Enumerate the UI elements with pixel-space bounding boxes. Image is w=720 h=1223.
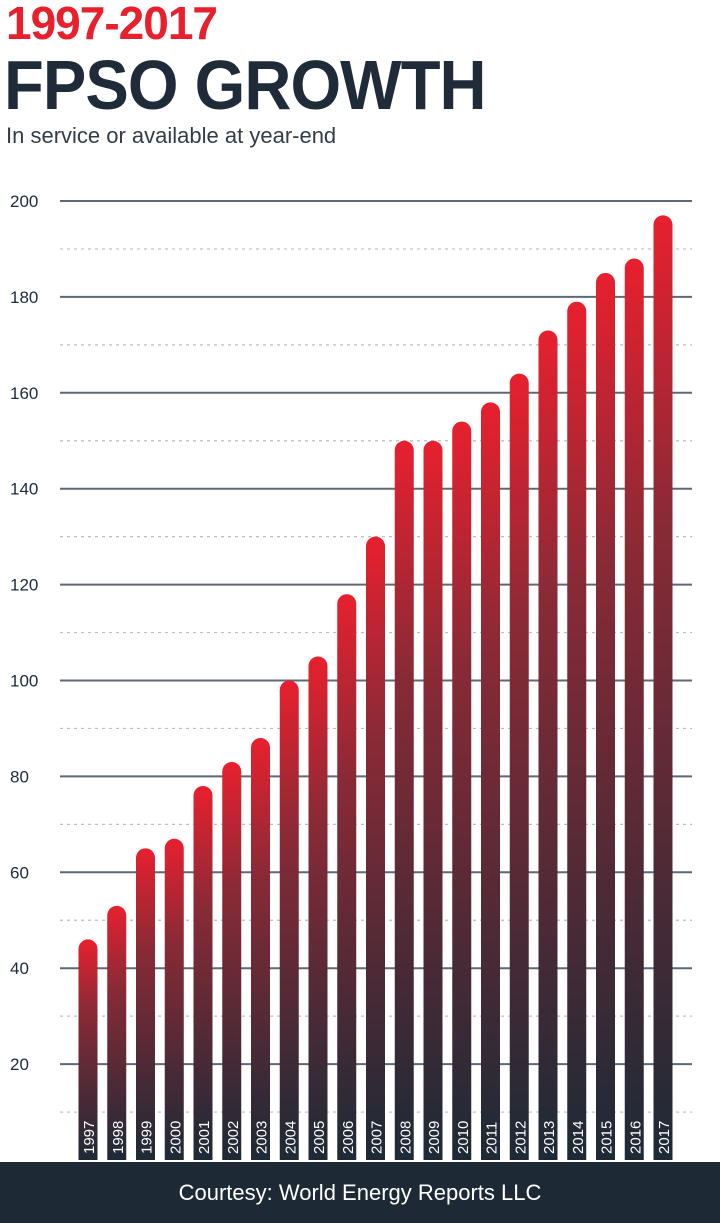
bar-1998: [107, 905, 127, 1160]
bar-2008: [394, 440, 414, 1160]
y-tick-label: 80: [10, 767, 29, 786]
x-tick-label: 2010: [455, 1121, 472, 1154]
chart-title: FPSO GROWTH: [4, 46, 487, 124]
bar-2016: [624, 258, 644, 1160]
x-tick-label: 2015: [599, 1121, 616, 1154]
bar-chart: 20 40 60 80 100 120 140 160 180 200 1997 1998 1999 20…: [10, 192, 692, 1161]
bar-2005: [308, 656, 328, 1160]
x-tick-label: 2007: [369, 1121, 386, 1154]
bar-2009: [423, 440, 443, 1160]
x-tick-label: 2009: [426, 1121, 443, 1154]
footer-credit: Courtesy: World Energy Reports LLC: [0, 1162, 720, 1223]
x-tick-label: 2001: [196, 1121, 213, 1154]
bar-2013: [538, 330, 558, 1161]
bar-2002: [222, 762, 242, 1160]
x-tick-label: 2012: [512, 1121, 529, 1154]
x-tick-label: 2016: [627, 1121, 644, 1154]
y-tick-label: 160: [10, 384, 38, 403]
x-tick-label: 2006: [340, 1121, 357, 1154]
y-tick-label: 100: [10, 672, 38, 691]
x-tick-label: 2003: [254, 1121, 271, 1154]
bar-2006: [337, 594, 357, 1160]
y-tick-label: 60: [10, 863, 29, 882]
x-tick-label: 2011: [484, 1122, 501, 1154]
bar-2001: [193, 785, 213, 1160]
bar-2004: [279, 680, 299, 1160]
x-tick-label: 2017: [656, 1121, 673, 1154]
y-tick-label: 120: [10, 576, 38, 595]
x-tick-label: 1997: [81, 1121, 98, 1154]
y-tick-label: 20: [10, 1055, 29, 1074]
bar-2014: [567, 301, 587, 1160]
bar-2011: [481, 402, 500, 1161]
x-tick-label: 2014: [570, 1121, 587, 1154]
x-tick-label: 1999: [139, 1121, 156, 1154]
bars: [78, 215, 673, 1161]
bar-1997: [78, 939, 98, 1160]
bar-2015: [596, 272, 615, 1160]
y-tick-label: 180: [10, 288, 38, 307]
x-tick-label: 2008: [397, 1121, 414, 1154]
bar-2000: [164, 838, 184, 1160]
bar-2003: [251, 738, 270, 1160]
x-tick-label: 2013: [541, 1121, 558, 1154]
x-tick-label: 2004: [282, 1121, 299, 1154]
bar-1999: [136, 848, 155, 1160]
bar-2010: [452, 421, 472, 1160]
credit-text: Courtesy: World Energy Reports LLC: [178, 1179, 542, 1205]
x-tick-label: 2005: [311, 1121, 328, 1154]
bar-2017: [653, 215, 673, 1160]
labels: 20 40 60 80 100 120 140 160 180 200 1997 1998 1999 20…: [10, 192, 673, 1154]
x-tick-label: 1998: [110, 1121, 127, 1154]
bar-2007: [366, 536, 385, 1160]
y-tick-label: 200: [10, 192, 38, 211]
chart-subtitle: In service or available at year-end: [6, 123, 337, 148]
x-tick-label: 2000: [167, 1121, 184, 1154]
bar-2012: [509, 373, 529, 1161]
y-tick-label: 40: [10, 959, 29, 978]
y-tick-label: 140: [10, 480, 38, 499]
chart-kicker: 1997-2017: [6, 0, 218, 49]
x-tick-label: 2002: [225, 1121, 242, 1154]
